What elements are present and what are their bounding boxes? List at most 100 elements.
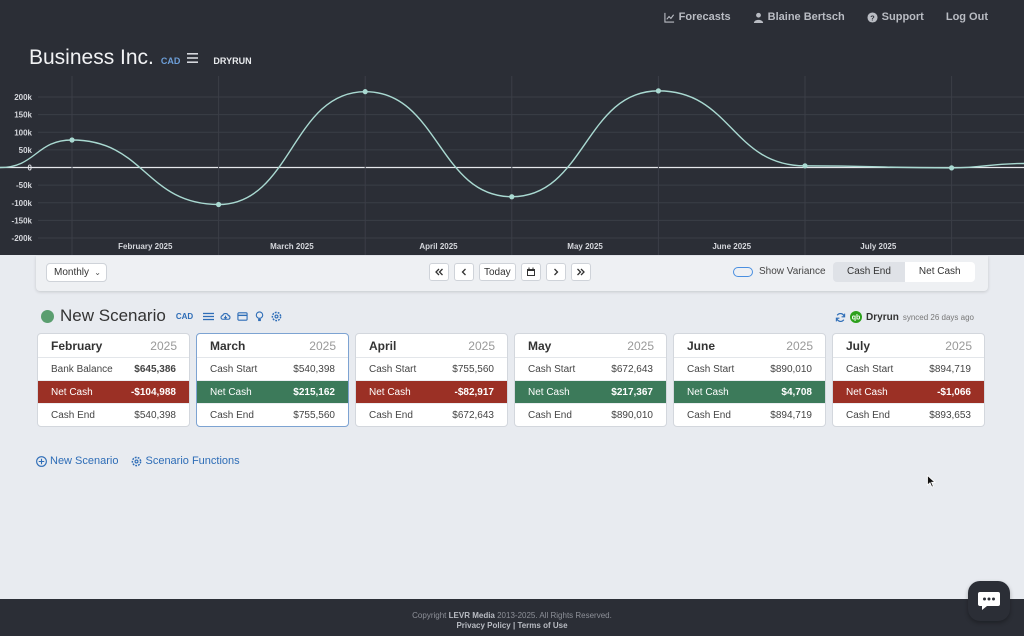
chevron-right-icon — [553, 268, 559, 276]
net-cash-row[interactable]: Net Cash -$1,066 — [833, 381, 984, 404]
data-point — [216, 201, 222, 208]
privacy-policy-link[interactable]: Privacy Policy — [456, 621, 511, 630]
month-card-header: June 2025 — [674, 334, 825, 358]
month-name: May — [528, 338, 552, 353]
month-card[interactable]: July 2025 Cash Start $894,719 Net Cash -$1,06… — [832, 333, 985, 427]
net-cash-row[interactable]: Net Cash $215,162 — [197, 381, 348, 404]
month-cards: February 2025 Bank Balance $645,386 Net Cash… — [37, 333, 985, 427]
net-cash-row[interactable]: Net Cash $217,367 — [515, 381, 666, 404]
month-card[interactable]: May 2025 Cash Start $672,643 Net Cash $217,36… — [514, 333, 667, 427]
forecast-chart: 200k150k100k50k0-50k-100k-150k-200kFebru… — [0, 76, 1024, 255]
view-segmented-control: Cash End Net Cash — [833, 262, 975, 282]
scenario-currency[interactable]: CAD — [175, 311, 194, 321]
month-name: July — [846, 338, 871, 353]
currency-badge[interactable]: CAD — [160, 56, 181, 66]
series-line — [0, 90, 1024, 206]
period-select[interactable]: Monthly ⌄ — [46, 263, 107, 282]
row-label: Net Cash — [369, 386, 411, 398]
row-label: Cash End — [369, 410, 413, 421]
card-icon[interactable] — [237, 311, 248, 322]
month-card[interactable]: March 2025 Cash Start $540,398 Net Cash $215,… — [196, 333, 349, 427]
cash-end-row: Cash End $672,643 — [356, 404, 507, 426]
user-name: Blaine Bertsch — [767, 11, 845, 23]
last-period-button[interactable] — [570, 263, 591, 281]
legal-links: Privacy Policy | Terms of Use — [0, 621, 1024, 630]
refresh-icon[interactable] — [835, 312, 846, 323]
month-year: 2025 — [627, 338, 654, 353]
scenario-header: New Scenario CAD — [41, 306, 282, 326]
month-year: 2025 — [468, 338, 495, 353]
net-cash-row[interactable]: Net Cash $4,708 — [674, 381, 825, 404]
month-year: 2025 — [309, 338, 336, 353]
row-value: $4,708 — [781, 386, 812, 398]
legal-separator: | — [512, 621, 516, 630]
next-period-button[interactable] — [545, 263, 566, 281]
row-value: $540,398 — [293, 363, 335, 375]
gear-icon[interactable] — [271, 311, 282, 322]
row-value: $890,010 — [770, 363, 812, 375]
toolbar: Monthly ⌄ Today Show Variance Cash End N… — [36, 256, 988, 291]
row-label: Cash Start — [369, 363, 417, 375]
new-scenario-link[interactable]: New Scenario — [36, 455, 118, 467]
row-value: $672,643 — [611, 363, 653, 375]
forecasts-link[interactable]: Forecasts — [664, 11, 731, 23]
x-tick-label: February 2025 — [118, 242, 173, 251]
first-period-button[interactable] — [429, 263, 449, 281]
cash-end-tab[interactable]: Cash End — [833, 262, 905, 282]
data-point — [509, 194, 515, 200]
copyright-prefix: Copyright — [412, 611, 447, 620]
terms-of-use-link[interactable]: Terms of Use — [517, 621, 568, 630]
double-chevron-right-icon — [576, 268, 585, 276]
cloud-download-icon[interactable] — [220, 311, 231, 322]
month-card[interactable]: April 2025 Cash Start $755,560 Net Cash -$82,… — [355, 333, 508, 427]
lightbulb-icon[interactable] — [254, 310, 265, 322]
prev-period-button[interactable] — [454, 263, 474, 281]
sync-time: synced 26 days ago — [902, 312, 974, 322]
net-cash-row[interactable]: Net Cash -$104,988 — [38, 381, 189, 404]
svg-text:qb: qb — [852, 315, 861, 322]
chat-button[interactable] — [968, 581, 1010, 621]
net-cash-row[interactable]: Net Cash -$82,917 — [356, 381, 507, 404]
row-value: $890,010 — [611, 410, 653, 421]
scenario-name[interactable]: New Scenario — [60, 306, 166, 325]
row-value: $894,719 — [770, 410, 812, 421]
new-scenario-label: New Scenario — [50, 455, 119, 467]
cash-end-row: Cash End $894,719 — [674, 404, 825, 426]
line-chart-icon — [664, 12, 674, 23]
logout-link[interactable]: Log Out — [945, 11, 988, 23]
today-button[interactable]: Today — [479, 263, 516, 281]
month-card[interactable]: February 2025 Bank Balance $645,386 Net Cash… — [37, 333, 190, 427]
month-card[interactable]: June 2025 Cash Start $890,010 Net Cash $4,708… — [673, 333, 826, 427]
double-chevron-left-icon — [435, 268, 443, 276]
month-card-header: July 2025 — [833, 334, 984, 358]
row-value: $755,560 — [293, 410, 335, 421]
gear-icon — [132, 456, 142, 466]
row-value: $755,560 — [452, 363, 494, 375]
scenario-tools — [203, 310, 282, 322]
cash-end-row: Cash End $755,560 — [197, 404, 348, 426]
menu-icon[interactable] — [187, 53, 199, 63]
footer: Copyright LEVR Media 2013-2025. All Righ… — [0, 599, 1024, 636]
user-menu[interactable]: Blaine Bertsch — [753, 11, 845, 23]
support-link[interactable]: ? Support — [867, 11, 924, 23]
date-nav: Today — [429, 263, 591, 281]
mode-label: DRYRUN — [213, 56, 252, 66]
row-label: Cash End — [528, 410, 572, 421]
show-variance[interactable]: Show Variance — [733, 266, 826, 277]
copyright-suffix: 2013-2025. All Rights Reserved. — [497, 611, 612, 620]
chevron-left-icon — [461, 268, 466, 276]
net-cash-tab[interactable]: Net Cash — [904, 262, 975, 282]
scenario-functions-link[interactable]: Scenario Functions — [131, 455, 240, 467]
sync-status: qb Dryrun synced 26 days ago — [835, 311, 974, 323]
app-header: Forecasts Blaine Bertsch ? Support Log O… — [0, 0, 1024, 255]
calendar-button[interactable] — [520, 263, 541, 281]
data-point — [655, 88, 662, 94]
y-tick-label: -150k — [12, 216, 33, 225]
y-tick-label: -100k — [12, 199, 33, 208]
y-tick-label: -50k — [16, 181, 33, 190]
variance-toggle[interactable] — [733, 266, 753, 277]
list-icon[interactable] — [203, 311, 215, 322]
copyright-company[interactable]: LEVR Media — [448, 611, 495, 620]
row-label: Net Cash — [210, 386, 252, 398]
company-name: Business Inc. — [29, 46, 154, 69]
